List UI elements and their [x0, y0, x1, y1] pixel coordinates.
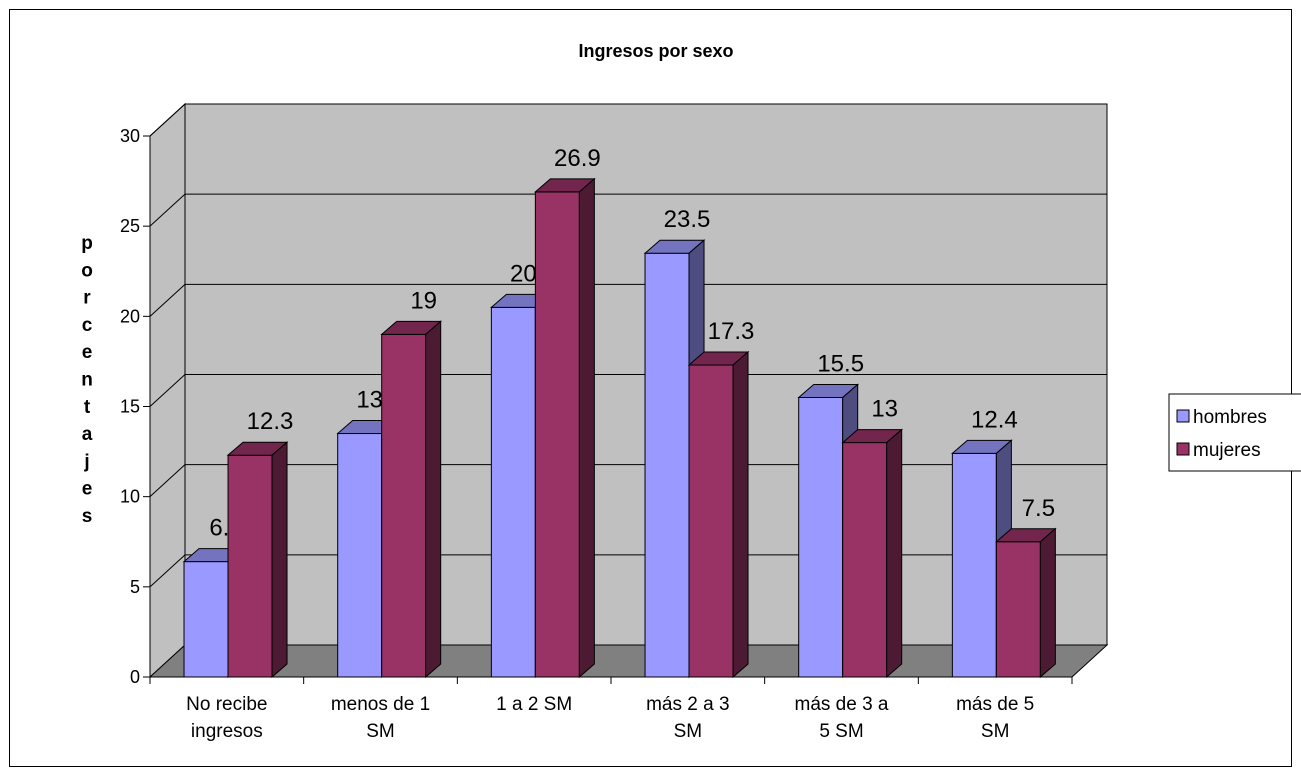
y-axis-label-letter: p — [81, 233, 93, 254]
y-axis-label-letter: s — [82, 506, 93, 527]
y-axis-label-letter: n — [81, 370, 93, 391]
bar-mujeres — [227, 454, 273, 678]
y-tick-label: 0 — [130, 667, 140, 687]
data-label: 13 — [871, 396, 898, 423]
bar-side-mujeres — [425, 320, 442, 679]
y-axis-label-letter: t — [84, 397, 91, 418]
y-axis-label-letter: c — [82, 315, 93, 336]
y-tick-label: 30 — [120, 126, 140, 146]
bar-hombres — [337, 433, 383, 678]
x-category-label: SM — [366, 721, 395, 742]
legend-label-hombres: hombres — [1193, 407, 1267, 428]
data-label: 12.3 — [247, 408, 294, 435]
legend-label-mujeres: mujeres — [1193, 440, 1261, 461]
bar-hombres — [951, 452, 997, 678]
bar-hombres — [490, 306, 536, 678]
data-label: 7.5 — [1022, 495, 1055, 522]
y-axis-label-letter: r — [83, 288, 91, 309]
gridline-side — [149, 193, 186, 227]
data-label: 26.9 — [554, 145, 601, 172]
data-label: 23.5 — [664, 206, 711, 233]
bar-mujeres — [534, 191, 580, 678]
y-axis-label-letter: e — [82, 342, 93, 363]
y-tick-label: 5 — [130, 577, 140, 597]
bar-hombres — [644, 252, 690, 678]
bar-mujeres — [688, 364, 734, 678]
x-category-label: 5 SM — [819, 721, 863, 742]
gridline-side — [149, 554, 186, 588]
bar-hombres — [183, 561, 229, 678]
y-tick-label: 15 — [120, 397, 140, 417]
x-category-label: más de 5 — [956, 694, 1034, 715]
bar-mujeres — [995, 541, 1041, 678]
y-tick-label: 20 — [120, 306, 140, 326]
x-category-label: menos de 1 — [331, 694, 430, 715]
x-category-label: 1 a 2 SM — [496, 694, 572, 715]
x-category-label: más 2 a 3 — [646, 694, 729, 715]
bar-side-mujeres — [732, 350, 749, 679]
bar-side-mujeres — [271, 441, 288, 679]
y-tick-label: 25 — [120, 216, 140, 236]
bar-hombres — [798, 396, 844, 678]
gridline-side — [149, 374, 186, 407]
chart-title: Ingresos por sexo — [578, 41, 733, 61]
x-category-label: SM — [674, 721, 703, 742]
bar-mujeres — [842, 442, 888, 678]
y-tick-label: 10 — [120, 487, 140, 507]
x-category-label: SM — [981, 721, 1010, 742]
legend-box — [1168, 393, 1301, 472]
legend-swatch-mujeres — [1176, 442, 1190, 456]
bar-mujeres — [381, 333, 427, 678]
y-axis-label-letter: o — [81, 260, 93, 281]
x-category-label: ingresos — [191, 721, 263, 742]
x-category-label: No recibe — [186, 694, 267, 715]
data-label: 15.5 — [817, 350, 864, 377]
data-label: 12.4 — [971, 406, 1018, 433]
bar-side-mujeres — [578, 177, 595, 679]
legend-swatch-hombres — [1176, 409, 1190, 423]
bar-side-mujeres — [1039, 527, 1056, 679]
y-axis-label-letter: j — [83, 451, 89, 472]
data-label: 17.3 — [708, 318, 755, 345]
gridline-side — [149, 464, 186, 498]
gridline-side — [149, 103, 186, 137]
bar-side-mujeres — [886, 428, 903, 679]
y-axis-label-letter: e — [82, 479, 93, 500]
y-axis-label-letter: a — [82, 424, 93, 445]
x-category-label: más de 3 a — [795, 694, 889, 715]
data-label: 19 — [410, 287, 437, 314]
gridline-side — [149, 283, 186, 317]
